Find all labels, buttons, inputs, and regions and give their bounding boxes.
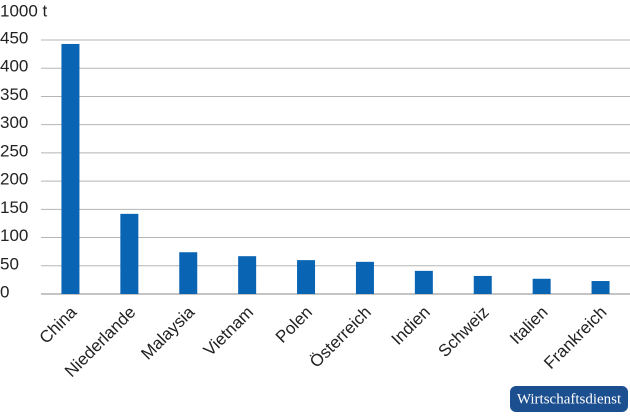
bar [297,260,316,294]
y-tick-label: 350 [0,85,28,104]
y-tick-label: 400 [0,57,28,76]
x-tick-label: Schweiz [435,303,493,361]
x-tick-label: Malaysia [137,302,198,363]
y-tick-label: 250 [0,141,28,160]
x-tick-label: Italien [506,303,552,349]
x-tick-label: Vietnam [200,303,257,360]
x-tick-label: Indien [388,303,434,349]
x-tick-label: Frankreich [540,303,610,373]
bar [238,256,257,294]
y-tick-label: 100 [0,226,28,245]
badge-box [510,386,628,412]
bar [120,213,139,294]
bar [179,252,198,294]
y-tick-label: 0 [0,282,9,301]
y-tick-label: 300 [0,113,28,132]
y-tick-label: 150 [0,198,28,217]
x-tick-label: China [36,302,81,347]
y-axis-label: 1000 t [0,1,48,20]
x-tick-label: Österreich [306,303,375,372]
y-tick-label: 200 [0,170,28,189]
bar [414,270,433,294]
bar [473,275,492,294]
bar [61,43,80,294]
y-tick-label: 50 [0,254,19,273]
y-tick-label: 450 [0,28,28,47]
bar [591,281,610,294]
x-tick-label: Polen [272,303,316,347]
bar [355,261,374,294]
bar [532,278,551,294]
badge: Wirtschaftsdienst [517,391,622,407]
